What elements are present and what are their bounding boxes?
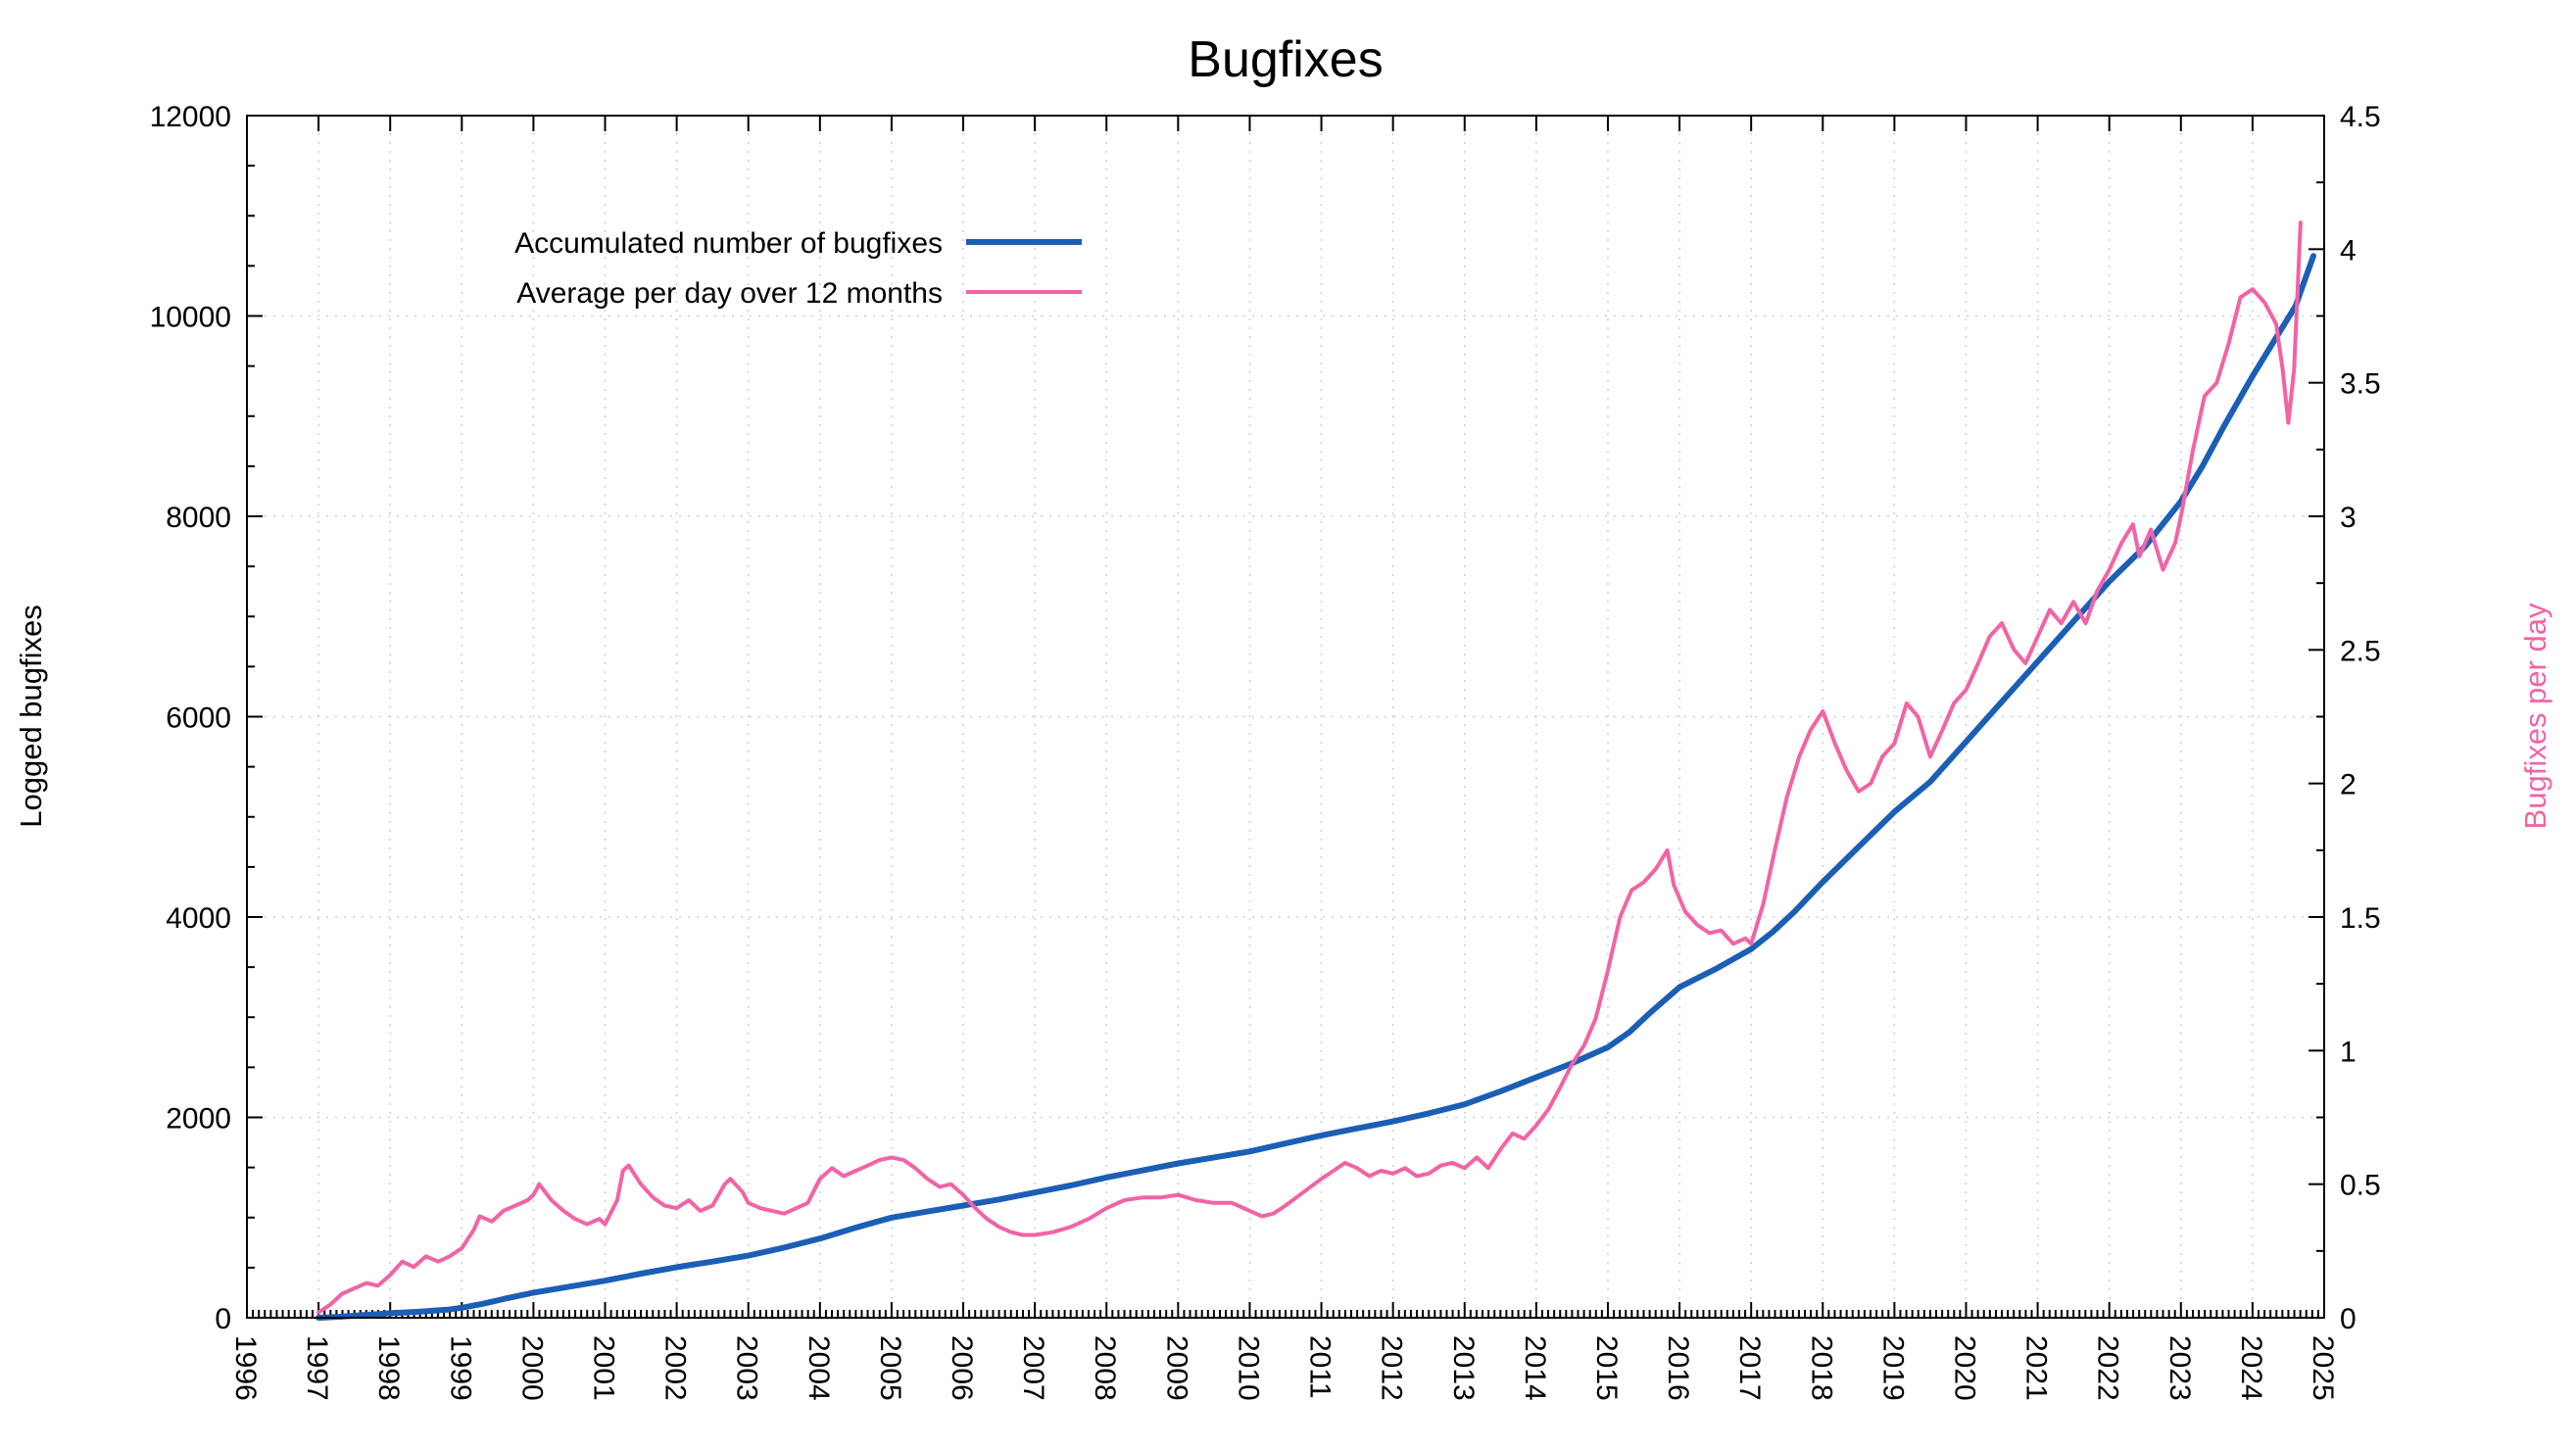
series-line-1	[316, 220, 2303, 1315]
x-tick-label: 1998	[372, 1335, 405, 1401]
x-tick-label: 2025	[2307, 1335, 2339, 1401]
series-lines	[316, 220, 2316, 1321]
x-tick-label: 2003	[731, 1335, 763, 1401]
y-right-tick-label: 4.5	[2340, 101, 2381, 133]
x-tick-label: 2018	[1805, 1335, 1837, 1401]
y-left-tick-label: 4000	[166, 902, 231, 935]
y-right-tick-label: 4	[2340, 234, 2357, 266]
x-tick-label: 2017	[1733, 1335, 1766, 1401]
x-tick-label: 2010	[1232, 1335, 1264, 1401]
x-tick-label: 2011	[1304, 1335, 1337, 1399]
legend-label-average: Average per day over 12 months	[516, 277, 943, 310]
x-tick-label: 2001	[588, 1335, 620, 1401]
y-right-tick-label: 2	[2340, 769, 2357, 801]
x-tick-label: 2000	[515, 1335, 548, 1401]
y-right-tick-label: 1	[2340, 1036, 2357, 1068]
y-left-tick-label: 6000	[166, 702, 231, 735]
y-right-tick-label: 3.5	[2340, 368, 2381, 401]
y-left-tick-label: 8000	[166, 502, 231, 534]
y-left-tick-label: 10000	[150, 302, 231, 334]
x-tick-label: 2020	[1948, 1335, 1980, 1401]
x-tick-label: 2016	[1662, 1335, 1694, 1401]
legend-label-accumulated: Accumulated number of bugfixes	[514, 227, 943, 260]
x-tick-label: 1999	[444, 1335, 476, 1401]
tick-labels: 1996 1997 1998 1999 2000 2001 2002 2003 2004 2005…	[150, 101, 2381, 1401]
legend: Accumulated number of bugfixes Average p…	[514, 227, 1082, 310]
x-tick-label: 2013	[1447, 1335, 1480, 1401]
x-tick-label: 2021	[2020, 1335, 2053, 1401]
right-axis-title: Bugfixes per day	[2518, 603, 2552, 829]
x-tick-label: 2022	[2092, 1335, 2124, 1401]
x-tick-label: 2019	[1876, 1335, 1909, 1401]
x-tick-label: 2004	[802, 1335, 835, 1401]
chart-title: Bugfixes	[1188, 31, 1383, 88]
y-right-tick-label: 3	[2340, 502, 2357, 534]
y-right-tick-label: 0.5	[2340, 1170, 2381, 1202]
x-tick-label: 1997	[301, 1335, 333, 1401]
left-axis-title: Logged bugfixes	[14, 604, 48, 828]
x-tick-label: 1996	[229, 1335, 262, 1401]
x-tick-label: 2023	[2163, 1335, 2196, 1401]
x-tick-label: 2024	[2235, 1335, 2267, 1401]
x-tick-label: 2006	[946, 1335, 978, 1401]
x-tick-label: 2012	[1376, 1335, 1408, 1401]
y-right-tick-label: 0	[2340, 1303, 2357, 1335]
y-left-tick-label: 12000	[150, 101, 231, 133]
x-tick-label: 2015	[1590, 1335, 1623, 1401]
y-left-tick-label: 2000	[166, 1103, 231, 1136]
x-tick-label: 2014	[1519, 1335, 1551, 1401]
plot-area: 1996 1997 1998 1999 2000 2001 2002 2003 2004 2005…	[150, 101, 2381, 1401]
x-tick-label: 2009	[1160, 1335, 1192, 1401]
x-tick-label: 2005	[874, 1335, 906, 1401]
y-right-tick-label: 1.5	[2340, 902, 2381, 935]
x-tick-label: 2008	[1089, 1335, 1121, 1401]
axis-ticks	[246, 115, 2325, 1319]
plot-border	[246, 115, 2325, 1319]
y-right-tick-label: 2.5	[2340, 635, 2381, 667]
y-left-tick-label: 0	[215, 1303, 231, 1335]
x-tick-label: 2002	[659, 1335, 692, 1401]
series-line-0	[316, 253, 2316, 1321]
x-tick-label: 2007	[1017, 1335, 1049, 1401]
